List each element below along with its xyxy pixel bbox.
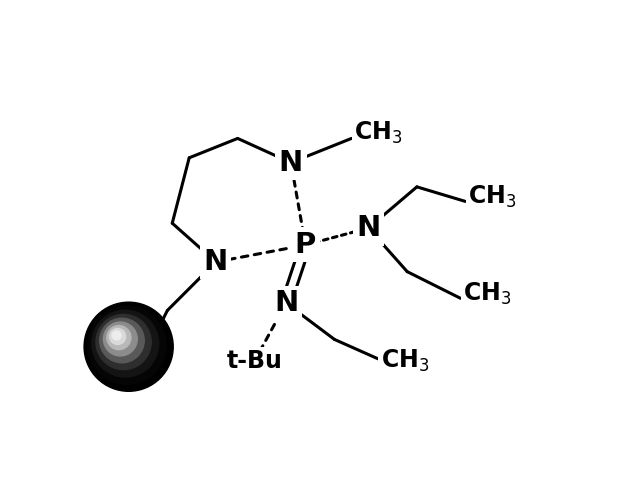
Text: P: P bbox=[295, 231, 316, 259]
Circle shape bbox=[107, 325, 131, 350]
Circle shape bbox=[84, 302, 173, 392]
Text: N: N bbox=[279, 148, 303, 176]
Text: N: N bbox=[204, 248, 228, 276]
Circle shape bbox=[112, 331, 121, 340]
Circle shape bbox=[96, 315, 151, 369]
Circle shape bbox=[109, 328, 125, 344]
Circle shape bbox=[92, 310, 159, 377]
Text: CH$_3$: CH$_3$ bbox=[463, 280, 511, 307]
Text: CH$_3$: CH$_3$ bbox=[354, 120, 403, 146]
Circle shape bbox=[88, 306, 166, 385]
Text: CH$_3$: CH$_3$ bbox=[381, 348, 429, 374]
Text: N: N bbox=[356, 214, 381, 242]
Text: CH$_3$: CH$_3$ bbox=[468, 183, 516, 210]
Text: N: N bbox=[274, 289, 298, 317]
Text: t-Bu: t-Bu bbox=[227, 349, 282, 373]
Circle shape bbox=[100, 318, 144, 363]
Circle shape bbox=[104, 322, 138, 356]
